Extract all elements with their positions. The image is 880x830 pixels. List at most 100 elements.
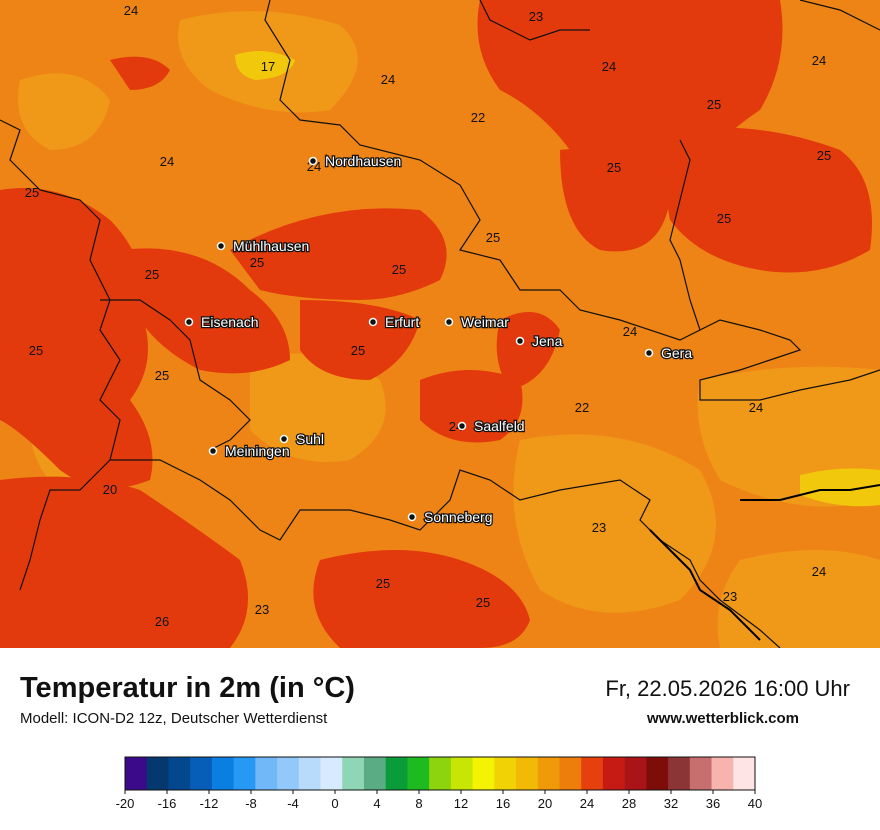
temperature-value: 25	[376, 576, 390, 591]
city-label: Saalfeld	[474, 418, 525, 434]
city-dot	[368, 317, 378, 327]
city-sonneberg[interactable]: Sonneberg	[407, 508, 494, 526]
temperature-value: 25	[25, 185, 39, 200]
city-label: Nordhausen	[325, 153, 401, 169]
city-dot	[644, 348, 654, 358]
model-info: Modell: ICON-D2 12z, Deutscher Wetterdie…	[20, 710, 328, 727]
city-label: Suhl	[296, 431, 324, 447]
city-dot	[308, 156, 318, 166]
temperature-value: 24	[623, 324, 637, 339]
temperature-value: 24	[602, 59, 616, 74]
legend-tick-label: -16	[158, 796, 177, 811]
legend-swatch	[407, 757, 430, 790]
city-jena[interactable]: Jena	[515, 332, 564, 350]
temperature-value: 24	[160, 154, 174, 169]
temperature-value: 20	[103, 482, 117, 497]
legend-swatch	[385, 757, 408, 790]
legend-swatch	[233, 757, 256, 790]
legend-swatch	[516, 757, 539, 790]
city-suhl[interactable]: Suhl	[279, 430, 325, 448]
temperature-value: 25	[155, 368, 169, 383]
city-label: Gera	[661, 345, 692, 361]
temperature-value: 22	[471, 110, 485, 125]
warm-zones	[0, 0, 872, 648]
legend-tick-label: 12	[454, 796, 468, 811]
legend-swatch	[733, 757, 756, 790]
temperature-value: 23	[529, 9, 543, 24]
city-dot	[407, 512, 417, 522]
city-label: Jena	[532, 333, 563, 349]
temperature-value: 17	[261, 59, 275, 74]
legend-swatch	[298, 757, 322, 790]
city-dot	[184, 317, 194, 327]
city-dot	[444, 317, 454, 327]
city-mühlhausen[interactable]: Mühlhausen	[216, 237, 311, 255]
legend-tick-label: 28	[622, 796, 636, 811]
forecast-datetime: Fr, 22.05.2026 16:00 Uhr	[605, 676, 850, 701]
legend-border	[124, 756, 756, 791]
legend-swatch	[646, 757, 669, 790]
temperature-value: 24	[812, 53, 826, 68]
legend-tick-label: 0	[331, 796, 338, 811]
legend-tick-label: 40	[748, 796, 762, 811]
state-border	[649, 484, 880, 641]
temperature-value: 24	[812, 564, 826, 579]
legend-tick-label: -20	[116, 796, 135, 811]
legend-tick-label: -8	[245, 796, 257, 811]
legend-swatch	[472, 757, 495, 790]
city-erfurt[interactable]: Erfurt	[368, 313, 421, 331]
temperature-value: 23	[255, 602, 269, 617]
map-canvas: 24 23 17 24 24 24 22 25 24 25 25 24 25 25 25 25 25 25 24 25…	[0, 0, 880, 649]
city-dot	[208, 446, 218, 456]
legend-swatch	[581, 757, 604, 790]
temperature-map[interactable]: 24 23 17 24 24 24 22 25 24 25 25 24 25 25 25 25 25 25 24 25…	[0, 0, 880, 649]
legend-swatch	[602, 757, 626, 790]
color-legend: -20 -16 -12 -8 -4 0 4 8 12 16 20 24 28 32 36 40	[116, 756, 762, 811]
legend-swatch	[429, 757, 452, 790]
legend-tick-label: -4	[287, 796, 299, 811]
legend-tick-label: 32	[664, 796, 678, 811]
legend-tick-label: 8	[415, 796, 422, 811]
city-label: Meiningen	[225, 443, 290, 459]
legend-tick-label: -12	[200, 796, 219, 811]
city-dot	[457, 421, 467, 431]
temperature-value: 25	[486, 230, 500, 245]
city-gera[interactable]: Gera	[644, 344, 694, 362]
legend-swatch	[190, 757, 213, 790]
website-link[interactable]: www.wetterblick.com	[647, 710, 799, 727]
legend-tick-label: 36	[706, 796, 720, 811]
city-label: Sonneberg	[424, 509, 493, 525]
legend-swatch	[363, 757, 387, 790]
legend-swatch	[689, 757, 713, 790]
temperature-value: 25	[707, 97, 721, 112]
temperature-value: 24	[749, 400, 763, 415]
legend-tick-label: 20	[538, 796, 552, 811]
temperature-value: 24	[381, 72, 395, 87]
legend-swatch	[255, 757, 278, 790]
city-label: Mühlhausen	[233, 238, 309, 254]
temperature-value: 25	[817, 148, 831, 163]
legend-swatch	[168, 757, 191, 790]
city-dot	[216, 241, 226, 251]
city-label: Weimar	[461, 314, 509, 330]
temperature-value: 24	[124, 3, 138, 18]
city-weimar[interactable]: Weimar	[444, 313, 511, 331]
temperature-value: 25	[607, 160, 621, 175]
temperature-value: 22	[575, 400, 589, 415]
legend-swatch	[125, 757, 148, 790]
temperature-value: 25	[476, 595, 490, 610]
borders	[0, 0, 880, 649]
legend-swatch	[624, 757, 647, 790]
city-eisenach[interactable]: Eisenach	[184, 313, 260, 331]
legend-tick-label: 4	[373, 796, 380, 811]
legend-swatch	[342, 757, 365, 790]
city-meiningen[interactable]: Meiningen	[208, 442, 291, 460]
city-nordhausen[interactable]: Nordhausen	[308, 152, 403, 170]
city-saalfeld[interactable]: Saalfeld	[457, 417, 526, 435]
legend-swatch	[320, 757, 343, 790]
temperature-value: 25	[145, 267, 159, 282]
temperature-value: 23	[723, 589, 737, 604]
legend-tick-label: 24	[580, 796, 594, 811]
temperature-value: 25	[351, 343, 365, 358]
temperature-labels: 24 23 17 24 24 24 22 25 24 25 25 24 25 25 25 25 25 25 24 25…	[25, 3, 831, 629]
